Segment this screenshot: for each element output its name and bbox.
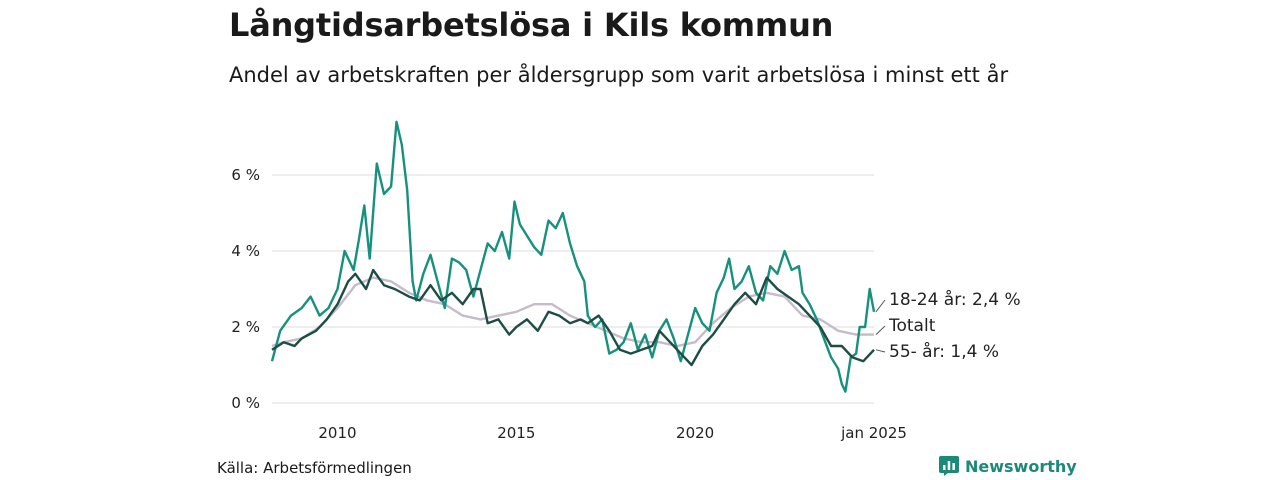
series-line (271, 276, 874, 348)
brand-name: Newsworthy (965, 456, 1077, 476)
x-tick-label: 2020 (676, 424, 714, 442)
y-tick-label: 6 % (231, 166, 260, 184)
x-tick-label: 2010 (318, 424, 356, 442)
series-line (270, 120, 876, 393)
y-tick-label: 4 % (231, 242, 260, 260)
series-line (271, 268, 875, 367)
chart-subtitle: Andel av arbetskraften per åldersgrupp s… (229, 63, 1009, 87)
chart-title: Långtidsarbetslösa i Kils kommun (229, 6, 834, 44)
x-tick-label: 2015 (497, 424, 535, 442)
series-end-label: 18-24 år: 2,4 % (889, 289, 1021, 310)
x-tick-label: jan 2025 (840, 424, 907, 442)
label-leader (875, 325, 886, 335)
y-tick-label: 0 % (231, 394, 260, 412)
bar-chart-icon (939, 456, 959, 476)
y-tick-label: 2 % (231, 318, 260, 336)
series-end-label: 55- år: 1,4 % (889, 341, 999, 362)
series-end-label: Totalt (888, 316, 936, 336)
brand-logo: Newsworthy (939, 456, 1077, 476)
label-leader (875, 299, 886, 313)
source-note: Källa: Arbetsförmedlingen (217, 459, 412, 477)
label-leader (875, 349, 886, 353)
